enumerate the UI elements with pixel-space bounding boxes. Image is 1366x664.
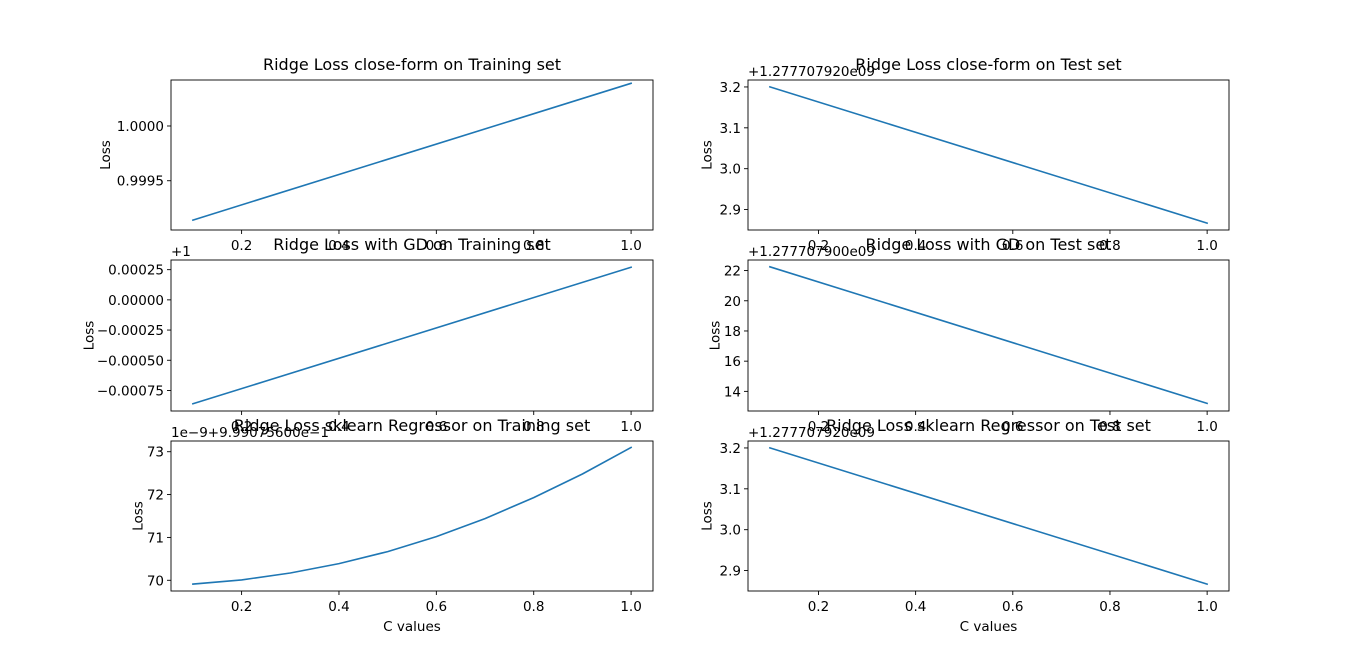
x-tick-label: 1.0 bbox=[620, 419, 641, 435]
x-tick-label: 0.6 bbox=[426, 419, 447, 435]
x-tick-label: 0.2 bbox=[808, 238, 829, 254]
y-tick-label: 20 bbox=[724, 294, 741, 310]
y-tick-label: 0.00025 bbox=[108, 263, 164, 279]
x-tick-label: 0.8 bbox=[523, 419, 544, 435]
y-tick-label: 16 bbox=[724, 354, 741, 370]
y-tick-label: −0.00025 bbox=[97, 323, 164, 339]
axis-offset-text: +1.277707920e09 bbox=[748, 64, 875, 80]
y-tick-label: 0.9995 bbox=[117, 174, 164, 190]
x-tick-label: 1.0 bbox=[1196, 238, 1217, 254]
series-line bbox=[768, 265, 1209, 405]
x-tick-label: 0.2 bbox=[808, 599, 829, 615]
y-tick-label: 70 bbox=[147, 573, 164, 589]
x-tick-label: 1.0 bbox=[1196, 419, 1217, 435]
y-axis-label: Loss bbox=[708, 321, 724, 351]
series-line bbox=[768, 446, 1209, 586]
axis-offset-text: 1e−9+9.99075600e−1 bbox=[171, 425, 329, 441]
x-axis-label: C values bbox=[383, 619, 441, 635]
x-tick-label: 0.8 bbox=[523, 238, 544, 254]
y-tick-label: 0.00000 bbox=[108, 293, 164, 309]
y-tick-label: 2.9 bbox=[720, 203, 741, 219]
y-tick-label: 3.1 bbox=[720, 482, 741, 498]
x-tick-label: 1.0 bbox=[620, 238, 641, 254]
x-tick-label: 0.8 bbox=[1099, 599, 1120, 615]
y-tick-label: 72 bbox=[147, 488, 164, 504]
y-tick-label: 14 bbox=[724, 384, 741, 400]
y-tick-label: 2.9 bbox=[720, 564, 741, 580]
series-line bbox=[768, 85, 1209, 225]
axis-offset-text: +1.277707900e09 bbox=[748, 244, 875, 260]
x-tick-label: 0.6 bbox=[1002, 599, 1023, 615]
x-tick-label: 0.2 bbox=[231, 238, 252, 254]
chart-title: Ridge Loss sklearn Regressor on Test set bbox=[826, 416, 1151, 435]
chart-title: Ridge Loss with GD on Test set bbox=[866, 235, 1112, 254]
y-tick-label: 1.0000 bbox=[117, 119, 164, 135]
x-tick-label: 0.8 bbox=[1099, 238, 1120, 254]
x-tick-label: 0.4 bbox=[905, 419, 926, 435]
y-tick-label: −0.00075 bbox=[97, 383, 164, 399]
x-axis-label: C values bbox=[960, 619, 1018, 635]
y-tick-label: 71 bbox=[147, 530, 164, 546]
series-line bbox=[192, 446, 633, 585]
x-tick-label: 0.2 bbox=[231, 419, 252, 435]
y-axis-label: Loss bbox=[81, 321, 97, 351]
axes-frame bbox=[747, 440, 1230, 592]
x-tick-label: 0.8 bbox=[523, 599, 544, 615]
x-tick-label: 0.2 bbox=[808, 419, 829, 435]
y-axis-label: Loss bbox=[699, 501, 715, 531]
series-line bbox=[191, 82, 633, 222]
y-tick-label: 73 bbox=[147, 445, 164, 461]
x-tick-label: 0.8 bbox=[1099, 419, 1120, 435]
axes-frame bbox=[747, 259, 1230, 412]
axes-frame bbox=[747, 79, 1230, 231]
axes-frame bbox=[170, 79, 654, 231]
x-tick-label: 1.0 bbox=[1196, 599, 1217, 615]
x-tick-label: 1.0 bbox=[620, 599, 641, 615]
x-tick-label: 0.4 bbox=[328, 599, 349, 615]
x-tick-label: 0.4 bbox=[905, 599, 926, 615]
y-tick-label: 22 bbox=[724, 264, 741, 280]
chart-title: Ridge Loss with GD on Training set bbox=[273, 235, 551, 254]
x-tick-label: 0.6 bbox=[426, 238, 447, 254]
axes-frame bbox=[170, 440, 654, 592]
chart-panel-5: 0.2 0.4 0.6 0.8 1.0 70 71 72 73 1e−9+9.99075600e−… bbox=[131, 416, 654, 635]
y-tick-label: 18 bbox=[724, 324, 741, 340]
y-tick-label: 3.2 bbox=[720, 441, 741, 457]
x-tick-label: 0.6 bbox=[1002, 238, 1023, 254]
chart-panel-6: 0.2 0.4 0.6 0.8 1.0 2.9 3.0 3.1 3.2 +1.277707920e… bbox=[699, 416, 1230, 635]
y-axis-label: Loss bbox=[98, 140, 114, 170]
y-tick-label: 3.2 bbox=[720, 80, 741, 96]
x-tick-label: 0.4 bbox=[905, 238, 926, 254]
y-axis-label: Loss bbox=[131, 501, 147, 531]
x-tick-label: 0.6 bbox=[426, 599, 447, 615]
y-tick-label: 3.0 bbox=[720, 162, 741, 178]
chart-title: Ridge Loss close-form on Training set bbox=[263, 55, 561, 74]
axes-frame bbox=[170, 259, 654, 412]
chart-title: Ridge Loss close-form on Test set bbox=[855, 55, 1121, 74]
y-axis-label: Loss bbox=[699, 140, 715, 170]
y-tick-label: 3.1 bbox=[720, 121, 741, 137]
axis-offset-text: +1 bbox=[171, 244, 191, 260]
series-line bbox=[191, 266, 633, 405]
axis-offset-text: +1.277707920e09 bbox=[748, 425, 875, 441]
chart-title: Ridge Loss sklearn Regressor on Training… bbox=[234, 416, 590, 435]
y-tick-label: 3.0 bbox=[720, 523, 741, 539]
x-tick-label: 0.4 bbox=[328, 419, 349, 435]
y-tick-label: −0.00050 bbox=[97, 353, 164, 369]
chart-panel-2: 0.2 0.4 0.6 0.8 1.0 2.9 3.0 3.1 3.2 +1.277707920e… bbox=[699, 55, 1230, 254]
x-tick-label: 0.6 bbox=[1002, 419, 1023, 435]
chart-panel-1: 0.2 0.4 0.6 0.8 1.0 0.9995 1.0000 Ridge Loss cl… bbox=[98, 55, 654, 254]
x-tick-label: 0.4 bbox=[328, 238, 349, 254]
chart-panel-3: 0.2 0.4 0.6 0.8 1.0 −0.00075 −0.00050 −0.00025 0… bbox=[81, 235, 654, 435]
chart-panel-4: 0.2 0.4 0.6 0.8 1.0 14 16 18 20 22 +1.277707900e09… bbox=[708, 235, 1230, 435]
x-tick-label: 0.2 bbox=[231, 599, 252, 615]
